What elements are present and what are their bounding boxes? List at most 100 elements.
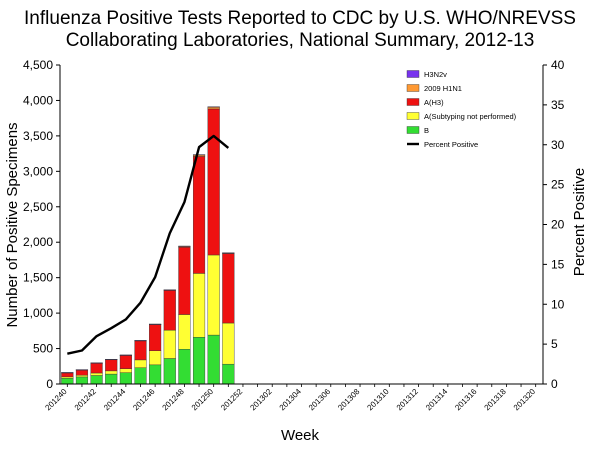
bar-a-subtyping-not-performed-201244 bbox=[119, 368, 132, 373]
bar-a-subtyping-not-performed-201251 bbox=[222, 322, 235, 365]
y2-tick-label: 20 bbox=[551, 218, 565, 232]
bar-a-h3-201250 bbox=[207, 108, 220, 256]
bar-a-h3-201240 bbox=[61, 372, 74, 378]
y2-tick-label: 10 bbox=[551, 297, 565, 311]
bar-h3n2v-201251 bbox=[222, 252, 235, 254]
bar-b-201249 bbox=[192, 337, 206, 385]
bar-a-subtyping-not-performed-201243 bbox=[105, 370, 118, 375]
chart-title-line-2: Collaborating Laboratories, National Sum… bbox=[66, 30, 535, 51]
bar-a-subtyping-not-performed-201242 bbox=[90, 372, 103, 376]
bar-a-subtyping-not-performed-201249 bbox=[192, 273, 206, 338]
legend-label-2009-h1n1: 2009 H1N1 bbox=[424, 84, 462, 93]
y-tick-label: 4,000 bbox=[23, 93, 53, 107]
legend-swatch-a-subtyping-not-performed bbox=[406, 112, 420, 120]
legend-swatch-2009-h1n1 bbox=[406, 84, 420, 92]
bar-h3n2v-201250 bbox=[207, 106, 220, 108]
bar-b-201242 bbox=[90, 375, 103, 385]
bar-b-201240 bbox=[61, 378, 74, 385]
bar-h3n2v-201240 bbox=[61, 372, 74, 374]
left-y-ticks: 0 500 1,000 1,500 2,000 2,500 3,000 3,500 4,000 4… bbox=[23, 58, 60, 391]
y-tick-label: 4,500 bbox=[23, 58, 53, 72]
y2-tick-label: 5 bbox=[551, 337, 558, 351]
x-tick-label: 201316 bbox=[453, 387, 479, 413]
x-axis-title: Week bbox=[281, 427, 320, 444]
bar-a-h3-201242 bbox=[90, 362, 103, 374]
y2-tick-label: 35 bbox=[551, 98, 565, 112]
bar-stacks bbox=[61, 106, 235, 385]
bar-b-201246 bbox=[149, 364, 162, 385]
bar-b-201241 bbox=[75, 376, 89, 385]
y2-tick-label: 30 bbox=[551, 138, 565, 152]
y-tick-label: 1,500 bbox=[23, 271, 53, 285]
x-tick-label: 201304 bbox=[278, 387, 304, 413]
y2-axis-title: Percent Positive bbox=[571, 168, 588, 276]
bar-a-h3-201251 bbox=[222, 253, 235, 324]
y2-tick-label: 0 bbox=[551, 377, 558, 391]
bar-a-subtyping-not-performed-201246 bbox=[149, 350, 162, 366]
legend-label-percent-positive: Percent Positive bbox=[424, 140, 478, 149]
bar-h3n2v-201243 bbox=[105, 359, 118, 360]
y-tick-label: 3,000 bbox=[23, 164, 53, 178]
bar-a-h3-201241 bbox=[75, 369, 89, 376]
legend-label-b: B bbox=[424, 126, 429, 135]
bar-b-201250 bbox=[207, 334, 220, 385]
x-tick-label: 201244 bbox=[102, 387, 128, 413]
bar-h3n2v-201246 bbox=[149, 323, 162, 325]
x-tick-label: 201320 bbox=[512, 387, 538, 413]
chart-title-line-1: Influenza Positive Tests Reported to CDC… bbox=[24, 8, 576, 29]
x-tick-label: 201306 bbox=[307, 387, 333, 413]
bar-a-h3-201245 bbox=[134, 340, 147, 361]
x-tick-label: 201310 bbox=[365, 387, 391, 413]
bar-a-subtyping-not-performed-201241 bbox=[75, 374, 89, 378]
y-tick-label: 500 bbox=[33, 342, 53, 356]
x-tick-label: 201248 bbox=[161, 387, 187, 413]
y-tick-label: 2,000 bbox=[23, 235, 53, 249]
bar-a-subtyping-not-performed-201250 bbox=[207, 254, 220, 336]
bar-h3n2v-201241 bbox=[75, 369, 89, 371]
x-tick-label: 201314 bbox=[424, 387, 450, 413]
bar-a-subtyping-not-performed-201245 bbox=[134, 359, 147, 368]
bar-b-201243 bbox=[105, 373, 118, 385]
bar-b-201248 bbox=[178, 349, 191, 385]
legend-swatch-h3n2v bbox=[406, 70, 420, 78]
bar-b-201244 bbox=[119, 372, 132, 385]
right-y-ticks: 0 5 10 15 20 25 30 35 40 bbox=[543, 58, 565, 391]
bar-a-h3-201247 bbox=[163, 290, 176, 331]
legend-swatch-a-h3 bbox=[406, 98, 420, 106]
bar-h3n2v-201249 bbox=[192, 154, 206, 156]
bar-h3n2v-201244 bbox=[119, 354, 132, 356]
x-tick-label: 201312 bbox=[395, 387, 421, 413]
bar-a-h3-201248 bbox=[178, 246, 191, 315]
y-tick-label: 3,500 bbox=[23, 129, 53, 143]
bar-h3n2v-201242 bbox=[90, 362, 103, 364]
percent-positive-line bbox=[67, 134, 230, 355]
bar-a-subtyping-not-performed-201248 bbox=[178, 314, 191, 350]
y-tick-label: 1,000 bbox=[23, 306, 53, 320]
bar-a-h3-201244 bbox=[119, 355, 132, 369]
y-axis-title: Number of Positive Specimens bbox=[4, 122, 21, 327]
bar-b-201245 bbox=[134, 367, 147, 385]
x-tick-label: 201242 bbox=[73, 387, 99, 413]
x-tick-label: 201250 bbox=[190, 387, 216, 413]
legend-swatch-b bbox=[406, 126, 420, 134]
y2-tick-label: 15 bbox=[551, 257, 565, 271]
legend-label-a-subtyping-not-performed: A(Subtyping not performed) bbox=[424, 112, 517, 121]
x-tick-label: 201308 bbox=[336, 387, 362, 413]
x-tick-label: 201302 bbox=[248, 387, 274, 413]
bar-b-201251 bbox=[222, 363, 235, 385]
x-ticks: 201240 201242 201244 201246 201248 201250 2012… bbox=[43, 384, 537, 412]
bar-a-subtyping-not-performed-201247 bbox=[163, 329, 176, 359]
x-tick-label: 201252 bbox=[219, 387, 245, 413]
y2-tick-label: 40 bbox=[551, 58, 565, 72]
y2-tick-label: 25 bbox=[551, 178, 565, 192]
bar-a-h3-201243 bbox=[105, 359, 118, 372]
percent-positive-line-layer bbox=[67, 134, 230, 355]
x-tick-label: 201318 bbox=[483, 387, 509, 413]
legend-label-a-h3: A(H3) bbox=[424, 98, 444, 107]
x-tick-label: 201246 bbox=[131, 387, 157, 413]
bar-h3n2v-201247 bbox=[163, 289, 176, 291]
bar-b-201247 bbox=[163, 358, 176, 385]
legend: H3N2v 2009 H1N1 A(H3) A(Subtyping not perfo… bbox=[406, 70, 517, 149]
bar-a-subtyping-not-performed-201240 bbox=[61, 376, 74, 379]
